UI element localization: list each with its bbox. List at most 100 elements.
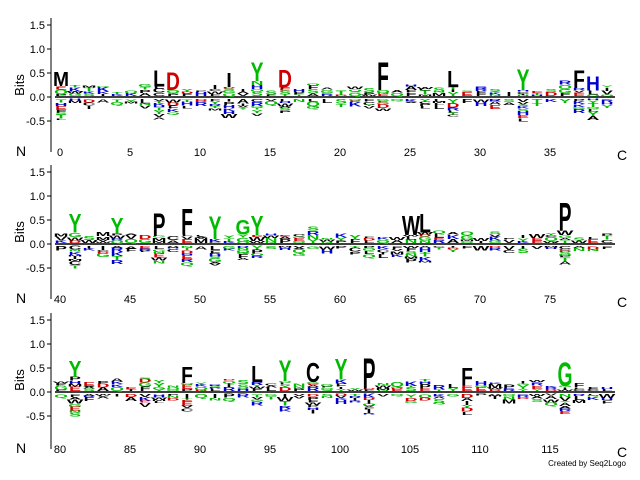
logo-letter-negative: G <box>68 402 82 407</box>
logo-letter: S <box>307 226 319 232</box>
logo-letter: Y <box>181 88 193 93</box>
logo-letter-negative: A <box>587 115 600 122</box>
logo-letter-negative: K <box>377 245 391 250</box>
logo-letter: W <box>347 390 364 392</box>
logo-letter-negative: L <box>518 117 529 122</box>
logo-letter: E <box>251 234 263 238</box>
logo-letter: T <box>224 237 235 242</box>
logo-letter: N <box>377 382 390 386</box>
logo-letter-negative: M <box>502 398 517 405</box>
logo-letter-negative: L <box>448 110 459 113</box>
logo-letter-negative: S <box>321 394 333 397</box>
logo-letter: C <box>209 242 222 244</box>
logo-letter-negative: L <box>308 98 319 102</box>
logo-letter: F <box>476 90 487 94</box>
logo-letter: W <box>375 385 393 389</box>
logo-letter: Q <box>110 240 124 244</box>
logo-letter-negative: D <box>405 397 418 402</box>
logo-letter-negative: R <box>83 395 96 397</box>
logo-letter-negative: T <box>266 395 277 401</box>
logo-letter: F <box>182 93 193 97</box>
logo-letter: L <box>154 86 165 89</box>
logo-letter-major: G <box>236 217 251 240</box>
logo-letter: K <box>111 383 125 388</box>
logo-letter-negative: W <box>543 398 561 404</box>
logo-letter: W <box>417 232 435 236</box>
y-tick-label: 1.0 <box>30 191 45 203</box>
logo-letter: W <box>543 240 560 243</box>
logo-letter-negative: I <box>101 245 106 251</box>
logo-letter: L <box>364 240 375 244</box>
logo-letter-negative: G <box>208 257 222 264</box>
logo-letter: Q <box>124 238 138 244</box>
logo-letter: E <box>391 389 403 391</box>
logo-letter: T <box>420 89 431 96</box>
logo-letter-negative: K <box>223 107 237 111</box>
logo-letter-negative: L <box>154 401 165 404</box>
logo-letter: S <box>223 88 235 90</box>
logo-letter-negative: Y <box>419 98 432 102</box>
logo-letter: I <box>521 234 526 239</box>
logo-letter-negative: H <box>223 104 236 109</box>
logo-letter-negative: R <box>489 247 502 251</box>
logo-letter-negative: F <box>602 399 613 405</box>
logo-letter: R <box>573 87 586 91</box>
logo-letter: E <box>573 92 585 94</box>
logo-letter: Y <box>447 91 459 97</box>
logo-letter: F <box>266 94 277 96</box>
logo-letter-major: H <box>586 73 600 95</box>
logo-letter-negative: K <box>279 408 293 413</box>
logo-letter: F <box>588 386 599 391</box>
logo-letter-negative: N <box>405 252 418 257</box>
logo-letter-negative: Q <box>194 393 208 399</box>
logo-letter: E <box>461 91 473 97</box>
logo-letter-negative: Q <box>348 99 362 101</box>
logo-letter-negative: L <box>462 410 473 416</box>
logo-letter: K <box>97 91 111 95</box>
y-axis-label: Bits <box>12 221 27 243</box>
logo-letter-negative: C <box>97 249 110 252</box>
logo-letter: F <box>476 93 487 97</box>
logo-letter: C <box>419 88 432 91</box>
logo-letter: S <box>251 90 263 97</box>
logo-letter-negative: Q <box>54 393 68 399</box>
logo-letter-negative: T <box>280 400 291 407</box>
logo-letter-negative: I <box>465 400 470 406</box>
logo-letter-negative: P <box>349 251 361 256</box>
y-tick-label: 1.5 <box>30 20 45 32</box>
logo-letter-negative: W <box>151 257 169 262</box>
logo-letter: N <box>293 382 306 387</box>
logo-letter-negative: K <box>545 98 559 103</box>
logo-letter: P <box>503 384 515 390</box>
logo-letter: S <box>545 88 557 93</box>
logo-letter: W <box>529 233 547 239</box>
logo-letter: Q <box>320 387 334 391</box>
logo-letter-negative: D <box>195 100 208 102</box>
logo-letter: L <box>448 383 459 390</box>
logo-letter: P <box>111 234 124 237</box>
logo-letter: G <box>488 240 502 244</box>
logo-letter: H <box>237 388 250 392</box>
logo-letter-negative: H <box>587 99 600 101</box>
logo-letter-negative: L <box>182 105 193 109</box>
logo-letter: P <box>195 91 207 93</box>
logo-letter: T <box>294 94 305 96</box>
logo-letter-negative: M <box>124 101 139 104</box>
logo-letter-negative: N <box>559 393 572 398</box>
logo-letter-negative: Q <box>166 111 180 115</box>
logo-letter-negative: P <box>251 249 263 255</box>
logo-letter: V <box>503 238 515 244</box>
logo-letter-negative: A <box>111 245 124 248</box>
logo-letter: Q <box>460 231 474 237</box>
x-tick-label: 70 <box>474 294 486 306</box>
logo-letter-negative: Y <box>405 393 417 399</box>
logo-letter-negative: I <box>311 409 316 415</box>
logo-letter: R <box>209 388 222 390</box>
logo-letter-negative: N <box>321 395 334 398</box>
logo-letter: E <box>531 385 543 390</box>
logo-letter-negative: C <box>181 407 195 413</box>
logo-letter-negative: A <box>97 396 110 399</box>
x-tick-label: 15 <box>264 147 276 159</box>
logo-letter: Y <box>335 237 347 242</box>
logo-letter: T <box>560 239 571 244</box>
